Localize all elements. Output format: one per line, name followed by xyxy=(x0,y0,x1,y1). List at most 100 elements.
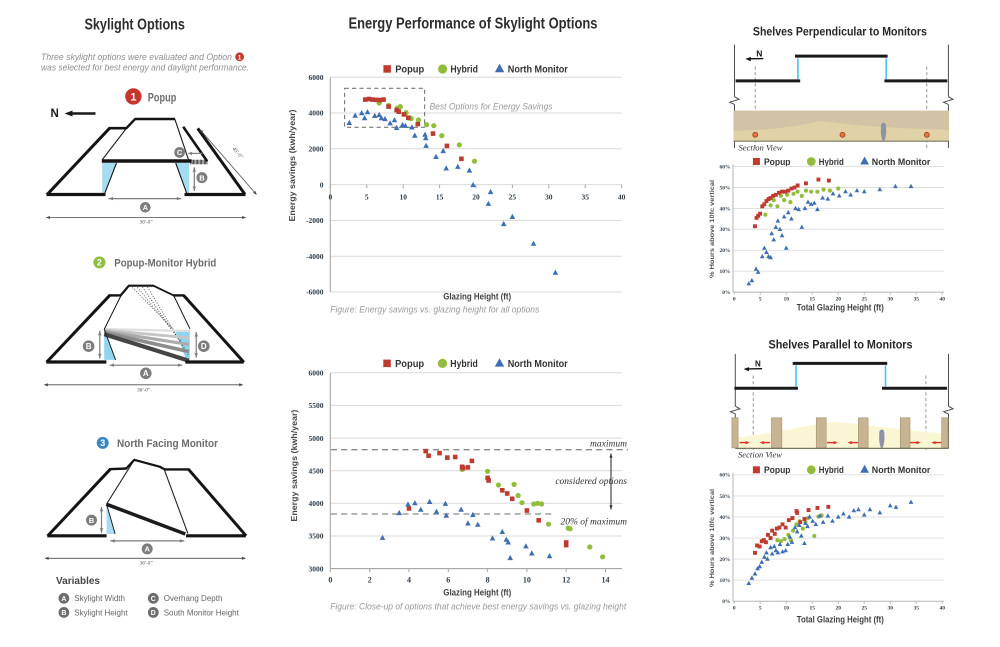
svg-text:Shelves Parallel to Monitors: Shelves Parallel to Monitors xyxy=(769,339,913,351)
svg-text:10%: 10% xyxy=(720,578,731,584)
svg-text:0%: 0% xyxy=(722,599,730,605)
svg-text:Total Glazing Height (ft): Total Glazing Height (ft) xyxy=(797,302,884,312)
svg-text:60%: 60% xyxy=(720,165,731,171)
svg-text:0: 0 xyxy=(733,606,736,612)
svg-text:Shelves Perpendicular to Monit: Shelves Perpendicular to Monitors xyxy=(753,27,927,39)
svg-text:D: D xyxy=(201,342,207,351)
svg-text:South Monitor Height: South Monitor Height xyxy=(164,608,240,617)
svg-text:Hybrid: Hybrid xyxy=(819,157,844,168)
svg-text:15: 15 xyxy=(809,296,815,302)
svg-text:Hybrid: Hybrid xyxy=(450,65,478,76)
svg-text:maximum: maximum xyxy=(590,440,627,450)
svg-text:Skylight Height: Skylight Height xyxy=(74,608,128,617)
svg-text:30: 30 xyxy=(887,296,893,302)
svg-text:40: 40 xyxy=(618,192,626,201)
svg-text:3: 3 xyxy=(100,438,105,448)
svg-text:2: 2 xyxy=(368,575,372,584)
svg-text:6000: 6000 xyxy=(309,369,324,378)
svg-text:was selected for best energy a: was selected for best energy and dayligh… xyxy=(41,63,249,73)
svg-text:20% of maximum: 20% of maximum xyxy=(561,516,628,527)
svg-text:2: 2 xyxy=(97,258,102,268)
svg-text:A: A xyxy=(143,203,149,212)
svg-text:Popup: Popup xyxy=(764,465,791,476)
svg-text:0: 0 xyxy=(320,180,324,189)
svg-text:North Monitor: North Monitor xyxy=(508,359,568,370)
svg-text:B: B xyxy=(89,516,95,525)
svg-text:10: 10 xyxy=(783,606,789,612)
svg-text:3500: 3500 xyxy=(309,532,324,541)
svg-text:20: 20 xyxy=(835,296,841,302)
svg-text:40: 40 xyxy=(939,296,945,302)
svg-text:Energy Performance of Skylight: Energy Performance of Skylight Options xyxy=(349,15,598,32)
svg-text:5000: 5000 xyxy=(309,434,324,443)
svg-text:B: B xyxy=(199,173,205,182)
svg-text:Popup-Monitor Hybrid: Popup-Monitor Hybrid xyxy=(114,257,216,269)
svg-text:N: N xyxy=(755,359,761,368)
svg-text:considered options: considered options xyxy=(555,477,627,487)
svg-text:-4000: -4000 xyxy=(306,252,324,261)
svg-text:5: 5 xyxy=(365,192,369,201)
svg-text:0: 0 xyxy=(329,192,333,201)
svg-text:North Facing Monitor: North Facing Monitor xyxy=(117,438,219,450)
svg-text:Section View: Section View xyxy=(739,143,784,152)
svg-text:10: 10 xyxy=(399,192,407,201)
svg-text:-2000: -2000 xyxy=(306,216,324,225)
svg-text:% Hours above 10fc vertical: % Hours above 10fc vertical xyxy=(710,180,716,278)
svg-text:Popup: Popup xyxy=(395,359,424,370)
svg-text:35: 35 xyxy=(913,296,919,302)
svg-text:10: 10 xyxy=(783,296,789,302)
svg-text:10%: 10% xyxy=(720,269,731,275)
svg-text:Variables: Variables xyxy=(56,575,100,587)
svg-text:North Monitor: North Monitor xyxy=(872,465,931,476)
svg-text:15: 15 xyxy=(809,606,815,612)
svg-text:40%: 40% xyxy=(720,206,731,212)
svg-text:5500: 5500 xyxy=(309,401,324,410)
svg-text:North Monitor: North Monitor xyxy=(508,65,568,76)
svg-text:20%: 20% xyxy=(720,557,731,563)
svg-text:B: B xyxy=(86,342,92,351)
svg-text:Popup: Popup xyxy=(395,65,424,76)
svg-text:C: C xyxy=(151,596,156,603)
svg-text:20%: 20% xyxy=(720,248,731,254)
svg-text:36'-0": 36'-0" xyxy=(140,219,154,225)
svg-text:4000: 4000 xyxy=(309,499,324,508)
svg-text:6000: 6000 xyxy=(309,73,324,82)
svg-text:3000: 3000 xyxy=(309,564,324,573)
svg-text:60%: 60% xyxy=(720,473,731,479)
svg-text:B: B xyxy=(61,610,66,617)
svg-text:Overhang Depth: Overhang Depth xyxy=(164,594,223,603)
svg-text:40: 40 xyxy=(939,606,945,612)
svg-text:2000: 2000 xyxy=(309,145,324,154)
svg-text:25: 25 xyxy=(509,192,517,201)
svg-text:30: 30 xyxy=(887,606,893,612)
svg-text:Glazing Height (ft): Glazing Height (ft) xyxy=(443,588,511,599)
svg-text:C: C xyxy=(177,148,183,157)
svg-text:15: 15 xyxy=(436,192,444,201)
svg-text:N: N xyxy=(756,49,762,59)
svg-text:30%: 30% xyxy=(720,536,731,542)
svg-text:10: 10 xyxy=(523,575,531,584)
svg-text:20: 20 xyxy=(472,192,480,201)
svg-text:50%: 50% xyxy=(720,494,731,500)
svg-text:Hybrid: Hybrid xyxy=(450,359,478,370)
svg-text:A: A xyxy=(144,545,150,554)
svg-text:36'-0": 36'-0" xyxy=(140,561,154,567)
svg-text:25: 25 xyxy=(861,296,867,302)
svg-text:% Hours above 10fc vertical: % Hours above 10fc vertical xyxy=(710,489,716,587)
svg-text:Total Glazing Height (ft): Total Glazing Height (ft) xyxy=(797,615,884,625)
svg-text:1: 1 xyxy=(130,92,136,104)
svg-text:5: 5 xyxy=(759,296,762,302)
svg-text:20: 20 xyxy=(835,606,841,612)
svg-text:Skylight Options: Skylight Options xyxy=(84,17,185,34)
svg-text:25: 25 xyxy=(861,606,867,612)
svg-text:Energy savings (kwh/year): Energy savings (kwh/year) xyxy=(288,109,297,221)
svg-text:4000: 4000 xyxy=(309,109,324,118)
svg-text:50%: 50% xyxy=(720,185,731,191)
svg-text:Popup: Popup xyxy=(148,92,177,104)
svg-text:-6000: -6000 xyxy=(306,288,324,297)
svg-text:Figure: Energy savings vs. gla: Figure: Energy savings vs. glazing heigh… xyxy=(330,305,539,316)
svg-text:Three skylight options were ev: Three skylight options were evaluated an… xyxy=(41,52,232,62)
svg-text:D: D xyxy=(151,610,156,617)
svg-text:Skylight Width: Skylight Width xyxy=(74,594,125,603)
svg-text:A: A xyxy=(61,596,66,603)
